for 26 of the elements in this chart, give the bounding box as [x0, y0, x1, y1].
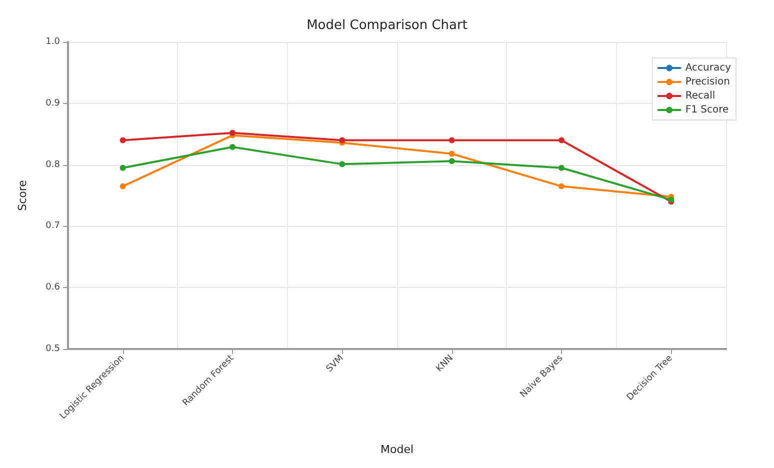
point — [558, 164, 564, 171]
legend-label: Accuracy — [685, 62, 732, 74]
point — [448, 137, 455, 144]
y-tick-label: 0.8 — [46, 160, 60, 170]
point — [448, 158, 455, 164]
legend-label: Precision — [685, 76, 730, 88]
y-tick-label: 0.6 — [46, 282, 60, 293]
point — [120, 164, 126, 171]
point — [558, 137, 564, 144]
y-tick-label: 0.7 — [46, 221, 60, 232]
y-tick-label: 0.5 — [46, 344, 60, 354]
point — [448, 150, 455, 157]
y-axis-title: Score — [16, 180, 29, 211]
point — [230, 144, 236, 150]
point — [120, 183, 126, 190]
legend-label: Recall — [685, 90, 716, 102]
point — [558, 183, 564, 190]
legend-label: F1 Score — [685, 104, 729, 116]
point — [339, 161, 346, 168]
chart-title: Model Comparison Chart — [306, 18, 468, 33]
y-tick-label: 1.0 — [46, 37, 60, 47]
point — [230, 130, 236, 136]
point — [339, 137, 346, 144]
point — [120, 137, 126, 144]
y-tick-label: 0.9 — [46, 98, 60, 108]
x-axis-title: Model — [380, 443, 414, 456]
